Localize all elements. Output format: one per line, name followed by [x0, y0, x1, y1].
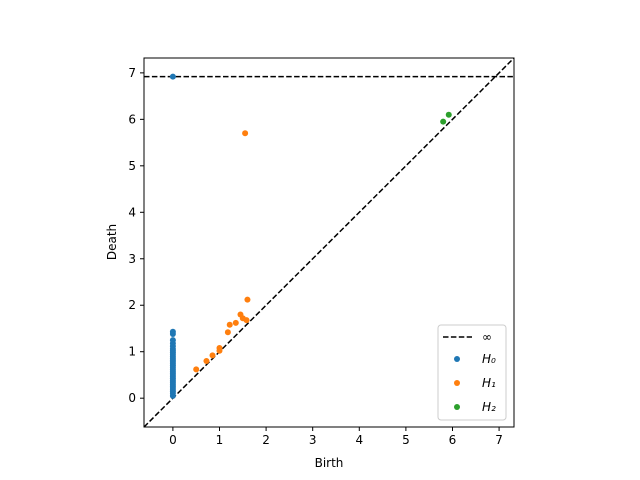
data-point — [169, 73, 176, 80]
legend-box — [437, 324, 507, 421]
x-tick-label: 5 — [402, 433, 410, 447]
data-point — [209, 352, 216, 359]
data-point — [243, 317, 250, 324]
legend-series-label: H₁ — [482, 376, 496, 390]
x-tick-label: 6 — [449, 433, 457, 447]
data-point — [216, 347, 223, 354]
data-point — [445, 111, 452, 118]
data-point — [226, 321, 233, 328]
series-0 — [169, 73, 176, 399]
legend-series-label: H₂ — [482, 400, 496, 414]
data-point — [203, 358, 210, 365]
y-tick-label: 0 — [128, 391, 136, 405]
y-tick-label: 2 — [128, 298, 136, 312]
axes-frame — [143, 57, 515, 428]
legend: ∞ H₀ H₁ H₂ — [437, 324, 507, 421]
legend-infinity-label: ∞ — [482, 330, 492, 344]
series-2 — [440, 111, 452, 125]
x-tick-label: 4 — [355, 433, 363, 447]
series-1 — [193, 130, 251, 373]
y-axis-ticks: 0 1 2 3 4 5 6 7 — [128, 66, 144, 405]
data-point — [193, 366, 200, 373]
y-tick-label: 3 — [128, 252, 136, 266]
legend-marker — [454, 404, 460, 410]
legend-series-label: H₀ — [482, 352, 496, 366]
x-axis-ticks: 0 1 2 3 4 5 6 7 — [169, 427, 503, 447]
legend-marker — [454, 356, 460, 362]
y-tick-label: 7 — [128, 66, 136, 80]
x-tick-label: 1 — [216, 433, 224, 447]
data-point — [440, 118, 447, 125]
data-point — [224, 329, 231, 336]
y-tick-label: 6 — [128, 112, 136, 126]
data-point — [232, 319, 239, 326]
x-tick-label: 0 — [169, 433, 177, 447]
plot-area — [144, 58, 514, 427]
x-tick-label: 3 — [309, 433, 317, 447]
y-tick-label: 1 — [128, 345, 136, 359]
data-point — [169, 328, 176, 335]
y-tick-label: 5 — [128, 159, 136, 173]
x-tick-label: 7 — [495, 433, 503, 447]
x-tick-label: 2 — [262, 433, 270, 447]
data-point — [242, 130, 249, 137]
x-axis-label: Birth — [315, 456, 344, 470]
data-point — [244, 296, 251, 303]
y-axis-label: Death — [105, 224, 119, 260]
data-point — [169, 337, 176, 344]
diagonal-line — [144, 58, 514, 427]
y-tick-label: 4 — [128, 205, 136, 219]
legend-marker — [454, 380, 460, 386]
